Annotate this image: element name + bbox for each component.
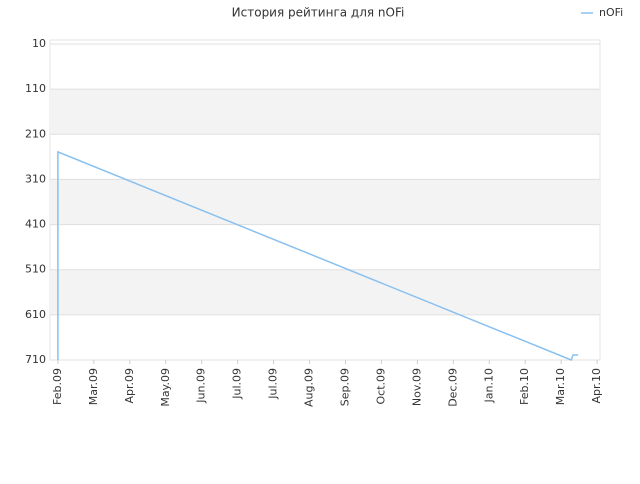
x-tick-label: Feb.09 bbox=[51, 368, 64, 405]
y-tick-label: 310 bbox=[25, 172, 46, 185]
line bbox=[57, 150, 579, 361]
grid-band bbox=[50, 269, 600, 315]
chart-title: История рейтинга для nOFi bbox=[232, 6, 405, 20]
y-tick-label: 510 bbox=[25, 263, 46, 276]
x-tick-label: Jul.09 bbox=[231, 368, 244, 400]
x-tick-label: Mar.09 bbox=[87, 368, 100, 405]
y-tick-label: 710 bbox=[25, 353, 46, 366]
grid-band bbox=[50, 89, 600, 135]
y-tick-label: 610 bbox=[25, 308, 46, 321]
x-tick-label: Apr.09 bbox=[123, 368, 136, 404]
x-tick-label: Apr.10 bbox=[590, 368, 603, 404]
x-tick-label: Jan.10 bbox=[482, 368, 495, 403]
y-tick-label: 110 bbox=[25, 82, 46, 95]
x-tick-label: Feb.10 bbox=[518, 368, 531, 405]
y-tick-label: 210 bbox=[25, 127, 46, 140]
x-tick-label: Aug.09 bbox=[303, 368, 316, 407]
y-tick-label: 10 bbox=[32, 37, 46, 50]
x-tick-label: Sep.09 bbox=[338, 368, 351, 406]
x-tick-label: May.09 bbox=[159, 368, 172, 407]
y-tick-label: 410 bbox=[25, 218, 46, 231]
x-tick-label: Jun.09 bbox=[195, 368, 208, 404]
legend-label: nOFi bbox=[599, 6, 623, 19]
x-tick-label: Nov.09 bbox=[410, 368, 423, 406]
x-tick-label: Oct.09 bbox=[374, 368, 387, 405]
x-tick-label: Dec.09 bbox=[446, 368, 459, 407]
x-tick-label: Jul.09 bbox=[267, 368, 280, 400]
x-tick-label: Mar.10 bbox=[554, 368, 567, 405]
grid-band bbox=[50, 179, 600, 225]
